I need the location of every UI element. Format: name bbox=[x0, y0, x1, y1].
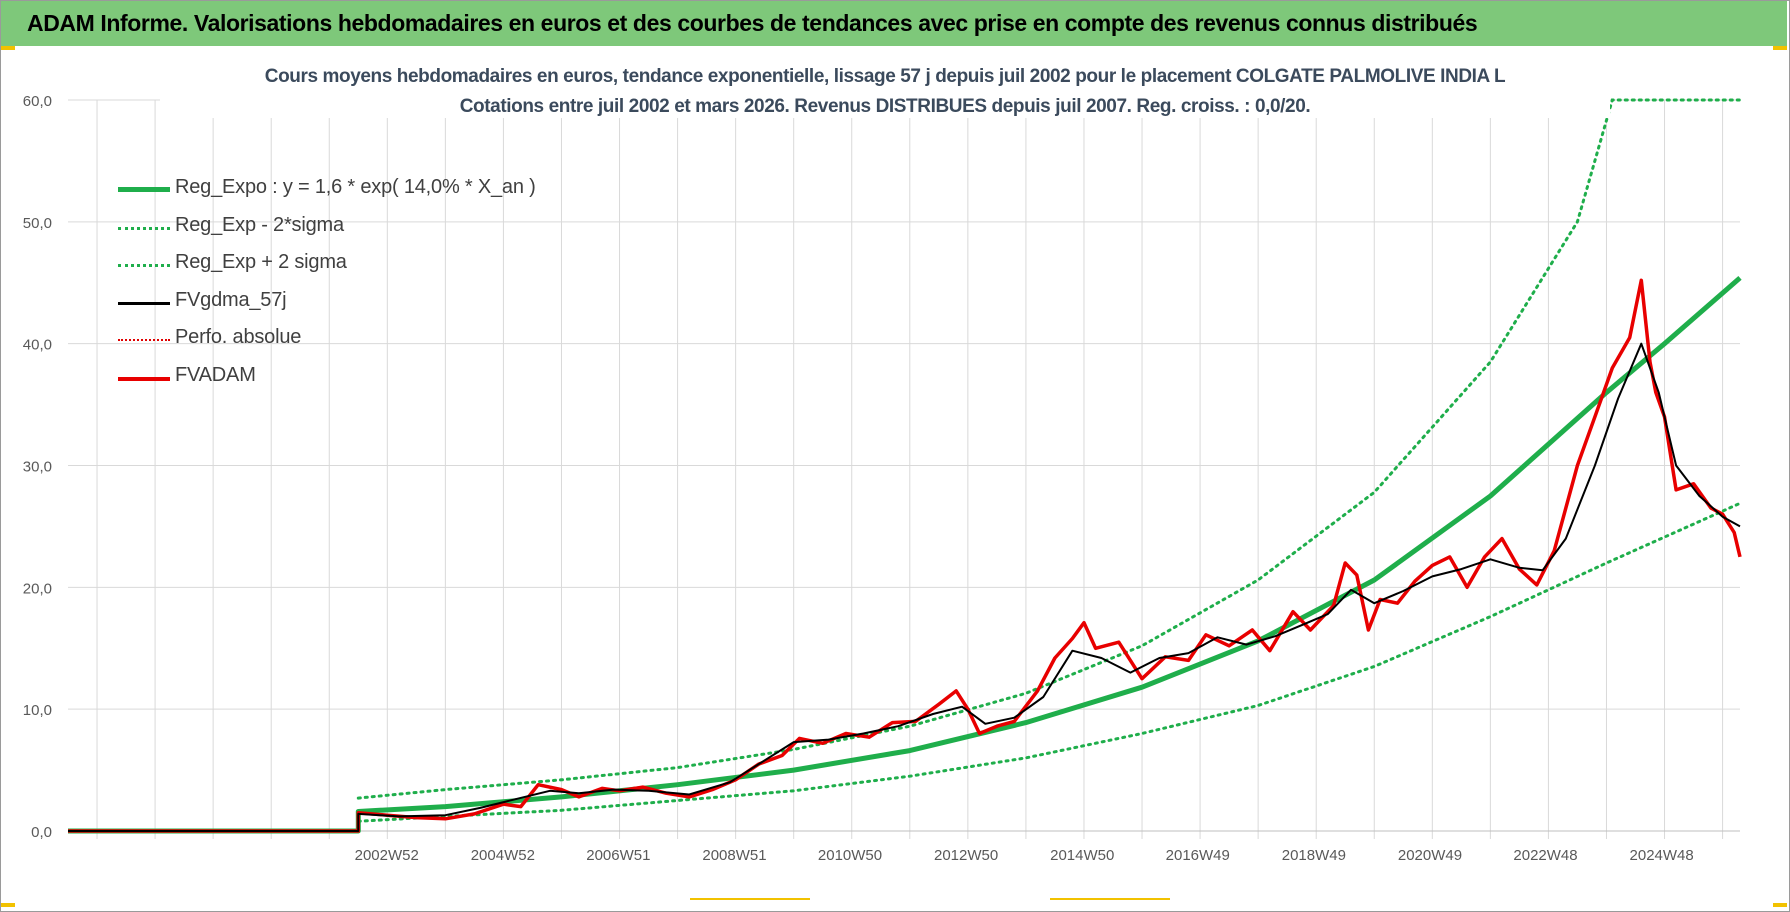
chart-title: Cours moyens hebdomadaires en euros, ten… bbox=[160, 66, 1610, 88]
legend-item-reg-plus: Reg_Exp + 2 sigma bbox=[114, 249, 574, 287]
scroll-marker-bottom-2 bbox=[1050, 898, 1170, 900]
legend-label-perfo: Perfo. absolue bbox=[175, 326, 302, 348]
x-tick-label: 2018W49 bbox=[1282, 847, 1346, 864]
chart-legend: Reg_Expo : y = 1,6 * exp( 14,0% * X_an )… bbox=[114, 174, 574, 399]
legend-label-fvadam: FVADAM bbox=[175, 363, 256, 386]
y-axis-ticks: 0,0 10,0 20,0 30,0 40,0 50,0 60,0 bbox=[23, 93, 52, 841]
y-tick-label: 20,0 bbox=[23, 580, 52, 597]
x-tick-label: 2006W51 bbox=[586, 847, 650, 864]
y-tick-label: 40,0 bbox=[23, 337, 52, 354]
corner-marker-top-right bbox=[1773, 46, 1787, 50]
legend-item-reg-minus: Reg_Exp - 2*sigma bbox=[114, 212, 574, 250]
legend-label-fvgdma: FVgdma_57j bbox=[175, 288, 287, 311]
legend-swatch-fvadam bbox=[118, 376, 170, 381]
y-tick-label: 0,0 bbox=[31, 824, 52, 841]
legend-swatch-perfo bbox=[118, 339, 170, 341]
x-tick-label: 2002W52 bbox=[355, 847, 419, 864]
legend-item-reg-expo: Reg_Expo : y = 1,6 * exp( 14,0% * X_an ) bbox=[114, 174, 574, 212]
y-tick-label: 10,0 bbox=[23, 702, 52, 719]
x-tick-label: 2012W50 bbox=[934, 847, 998, 864]
chart-plot: 0,0 10,0 20,0 30,0 40,0 50,0 60,0 2002W52 2004W… bbox=[23, 93, 1742, 864]
legend-swatch-reg-expo bbox=[118, 187, 170, 192]
chart-subtitle: Cotations entre juil 2002 et mars 2026. … bbox=[160, 96, 1610, 118]
corner-marker-bottom-right bbox=[1773, 903, 1787, 907]
legend-label-reg-plus: Reg_Exp + 2 sigma bbox=[175, 251, 347, 273]
legend-swatch-fvgdma bbox=[118, 301, 170, 305]
x-tick-label: 2016W49 bbox=[1166, 847, 1230, 864]
series-fvgdma bbox=[68, 342, 1741, 832]
legend-label-reg-minus: Reg_Exp - 2*sigma bbox=[175, 213, 344, 236]
corner-marker-top-left bbox=[1, 46, 15, 50]
banner-title: ADAM Informe. Valorisations hebdomadaire… bbox=[1, 1, 1787, 46]
y-tick-label: 50,0 bbox=[23, 215, 52, 232]
x-tick-label: 2020W49 bbox=[1398, 847, 1462, 864]
x-tick-label: 2024W48 bbox=[1630, 847, 1694, 864]
corner-marker-bottom-left bbox=[1, 903, 15, 907]
legend-swatch-reg-minus bbox=[118, 226, 170, 230]
legend-item-perfo: Perfo. absolue bbox=[114, 324, 574, 362]
scroll-marker-bottom-1 bbox=[690, 898, 810, 900]
legend-item-fvadam: FVADAM bbox=[114, 362, 574, 400]
x-tick-label: 2022W48 bbox=[1513, 847, 1577, 864]
x-tick-label: 2010W50 bbox=[818, 847, 882, 864]
series-reg-expo bbox=[68, 276, 1742, 834]
x-axis-ticks: 2002W52 2004W52 2006W51 2008W51 2010W50 2012W… bbox=[355, 847, 1694, 864]
y-tick-label: 60,0 bbox=[23, 93, 52, 110]
legend-label-reg-expo: Reg_Expo : y = 1,6 * exp( 14,0% * X_an ) bbox=[175, 176, 536, 198]
series-reg-minus bbox=[356, 501, 1742, 823]
legend-item-fvgdma: FVgdma_57j bbox=[114, 287, 574, 325]
x-tick-label: 2004W52 bbox=[471, 847, 535, 864]
legend-swatch-reg-plus bbox=[118, 264, 170, 267]
series-lines bbox=[68, 98, 1742, 834]
y-tick-label: 30,0 bbox=[23, 459, 52, 476]
x-tick-label: 2014W50 bbox=[1050, 847, 1114, 864]
x-tick-label: 2008W51 bbox=[702, 847, 766, 864]
vertical-gridlines bbox=[96, 100, 1724, 839]
series-reg-plus bbox=[356, 98, 1742, 800]
